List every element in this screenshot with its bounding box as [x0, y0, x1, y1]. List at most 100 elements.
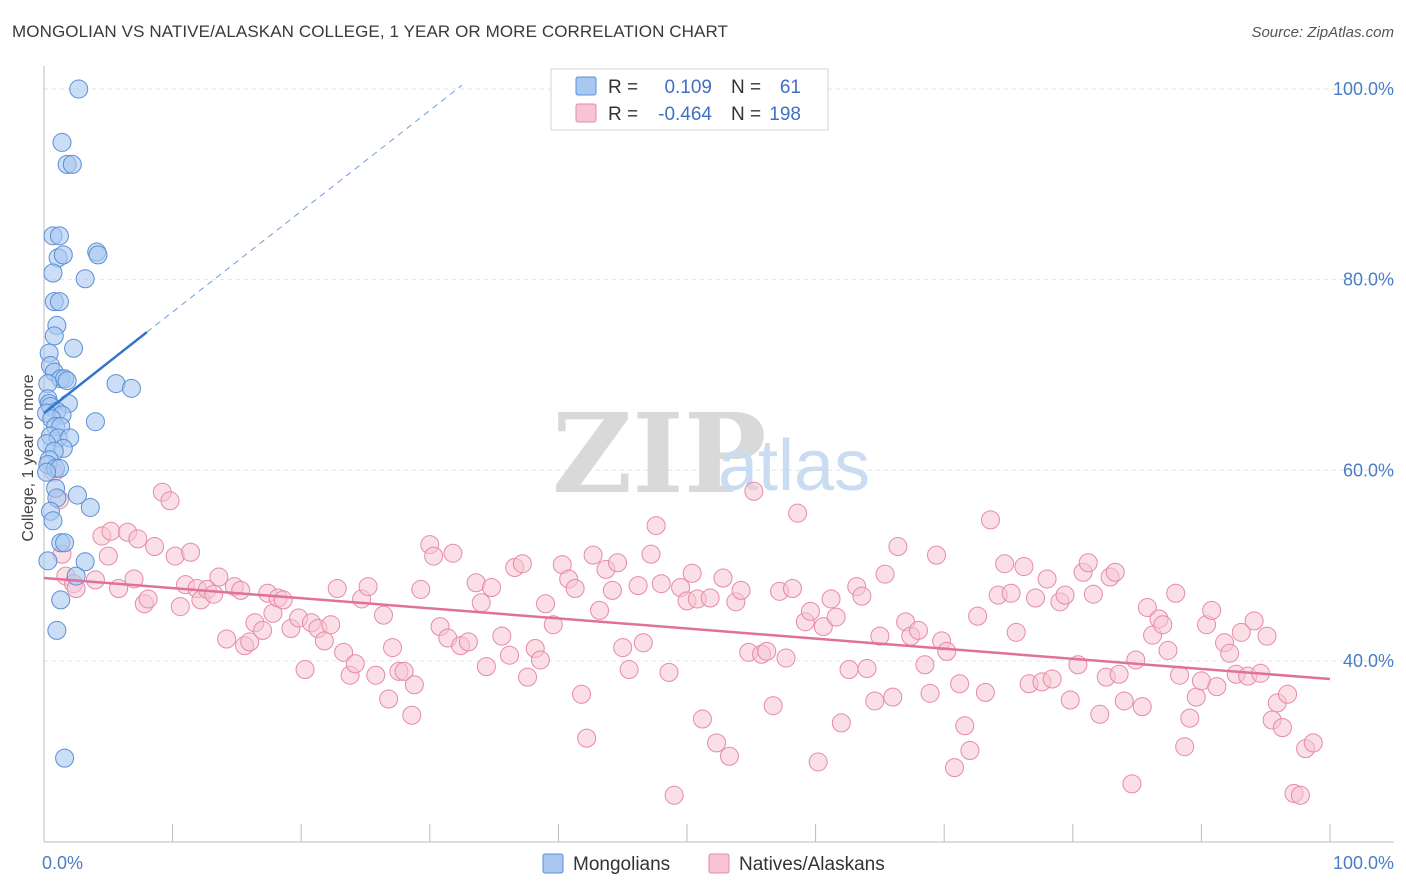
bottom-legend-swatch-natives [708, 853, 730, 874]
natives-point-176 [1132, 697, 1152, 717]
natives-point-91 [613, 638, 633, 658]
natives-point-71 [482, 578, 502, 598]
mongolians-point-9 [53, 245, 73, 265]
natives-point-30 [231, 580, 251, 600]
natives-point-163 [1060, 690, 1080, 710]
natives-point-44 [314, 631, 334, 651]
natives-point-80 [543, 615, 563, 635]
natives-point-182 [1166, 583, 1186, 603]
natives-point-65 [443, 543, 463, 563]
mongolians-point-34 [85, 412, 105, 432]
natives-point-174 [1122, 774, 1142, 794]
bottom-legend-mongolians: Mongolians [573, 854, 670, 875]
mongolians-trend-line [43, 331, 148, 415]
legend-r-label-2: R = [608, 104, 638, 125]
natives-point-57 [394, 661, 414, 681]
natives-point-143 [937, 641, 957, 661]
natives-point-22 [181, 542, 201, 562]
natives-point-123 [813, 617, 833, 637]
natives-point-198 [1257, 626, 1277, 646]
legend-n-label-2: N = [731, 104, 761, 125]
natives-point-118 [782, 578, 802, 598]
mongolians-point-55 [55, 533, 75, 553]
natives-point-162 [1055, 585, 1075, 605]
natives-point-189 [1202, 600, 1222, 620]
mongolians-point-15 [44, 326, 64, 346]
natives-point-152 [995, 554, 1015, 574]
natives-point-125 [826, 607, 846, 627]
natives-point-104 [692, 709, 712, 729]
y-axis-label: College, 1 year or more [20, 374, 37, 541]
mongolians-point-13 [49, 292, 69, 312]
natives-point-75 [512, 554, 532, 574]
natives-point-117 [776, 648, 796, 668]
natives-point-93 [628, 576, 648, 596]
natives-point-98 [659, 662, 679, 682]
natives-point-144 [944, 758, 964, 778]
natives-point-94 [633, 633, 653, 653]
natives-point-58 [402, 705, 422, 725]
natives-point-192 [1220, 643, 1240, 663]
natives-point-204 [1290, 785, 1310, 805]
natives-point-26 [204, 584, 224, 604]
natives-point-69 [471, 593, 491, 613]
natives-point-41 [295, 659, 315, 679]
natives-point-132 [870, 626, 890, 646]
natives-point-107 [713, 568, 733, 588]
natives-point-45 [321, 615, 341, 635]
natives-point-70 [476, 657, 496, 677]
natives-point-147 [960, 741, 980, 761]
natives-point-51 [358, 577, 378, 597]
natives-point-146 [955, 716, 975, 736]
mongolians-point-10 [43, 263, 63, 283]
natives-point-186 [1186, 687, 1206, 707]
x-tick-label-1: 100.0% [1333, 853, 1394, 873]
legend-n-value-2: 198 [769, 104, 801, 125]
natives-point-54 [379, 689, 399, 709]
natives-point-131 [865, 691, 885, 711]
mongolians-point-61 [55, 748, 75, 768]
natives-point-112 [744, 481, 764, 501]
mongolians-point-53 [43, 511, 63, 531]
natives-point-149 [975, 682, 995, 702]
natives-point-196 [1244, 611, 1264, 631]
natives-point-153 [1001, 583, 1021, 603]
natives-point-67 [458, 632, 478, 652]
natives-point-168 [1090, 704, 1110, 724]
natives-point-180 [1153, 615, 1173, 635]
natives-point-155 [1014, 557, 1034, 577]
legend-swatch-natives [575, 103, 597, 123]
natives-point-47 [334, 642, 354, 662]
natives-point-27 [209, 567, 229, 587]
legend: R = 0.109 N = 61 R = -0.464 N = 198 [550, 68, 829, 131]
natives-point-46 [327, 578, 347, 598]
natives-point-171 [1105, 562, 1125, 582]
natives-point-85 [577, 728, 597, 748]
natives-point-52 [366, 665, 386, 685]
natives-point-121 [800, 601, 820, 621]
natives-point-177 [1137, 598, 1157, 618]
natives-point-53 [374, 605, 394, 625]
natives-point-160 [1042, 669, 1062, 689]
natives-point-148 [968, 606, 988, 626]
natives-point-72 [492, 626, 512, 646]
natives-point-133 [875, 564, 895, 584]
natives-point-97 [651, 574, 671, 594]
natives-point-83 [565, 578, 585, 598]
natives-point-16 [145, 537, 165, 557]
mongolians-point-52 [80, 497, 100, 517]
legend-r-value-2: -0.464 [658, 104, 712, 125]
natives-point-34 [253, 620, 273, 640]
watermark-atlas: atlas [718, 426, 870, 506]
natives-point-126 [831, 713, 851, 733]
natives-point-6 [85, 570, 105, 590]
natives-point-78 [530, 650, 550, 670]
natives-point-76 [518, 667, 538, 687]
natives-point-190 [1207, 677, 1227, 697]
natives-point-60 [411, 579, 431, 599]
natives-point-134 [883, 687, 903, 707]
x-tick-labels: 0.0% 100.0% [42, 853, 1394, 873]
natives-point-84 [572, 684, 592, 704]
natives-point-13 [128, 529, 148, 549]
